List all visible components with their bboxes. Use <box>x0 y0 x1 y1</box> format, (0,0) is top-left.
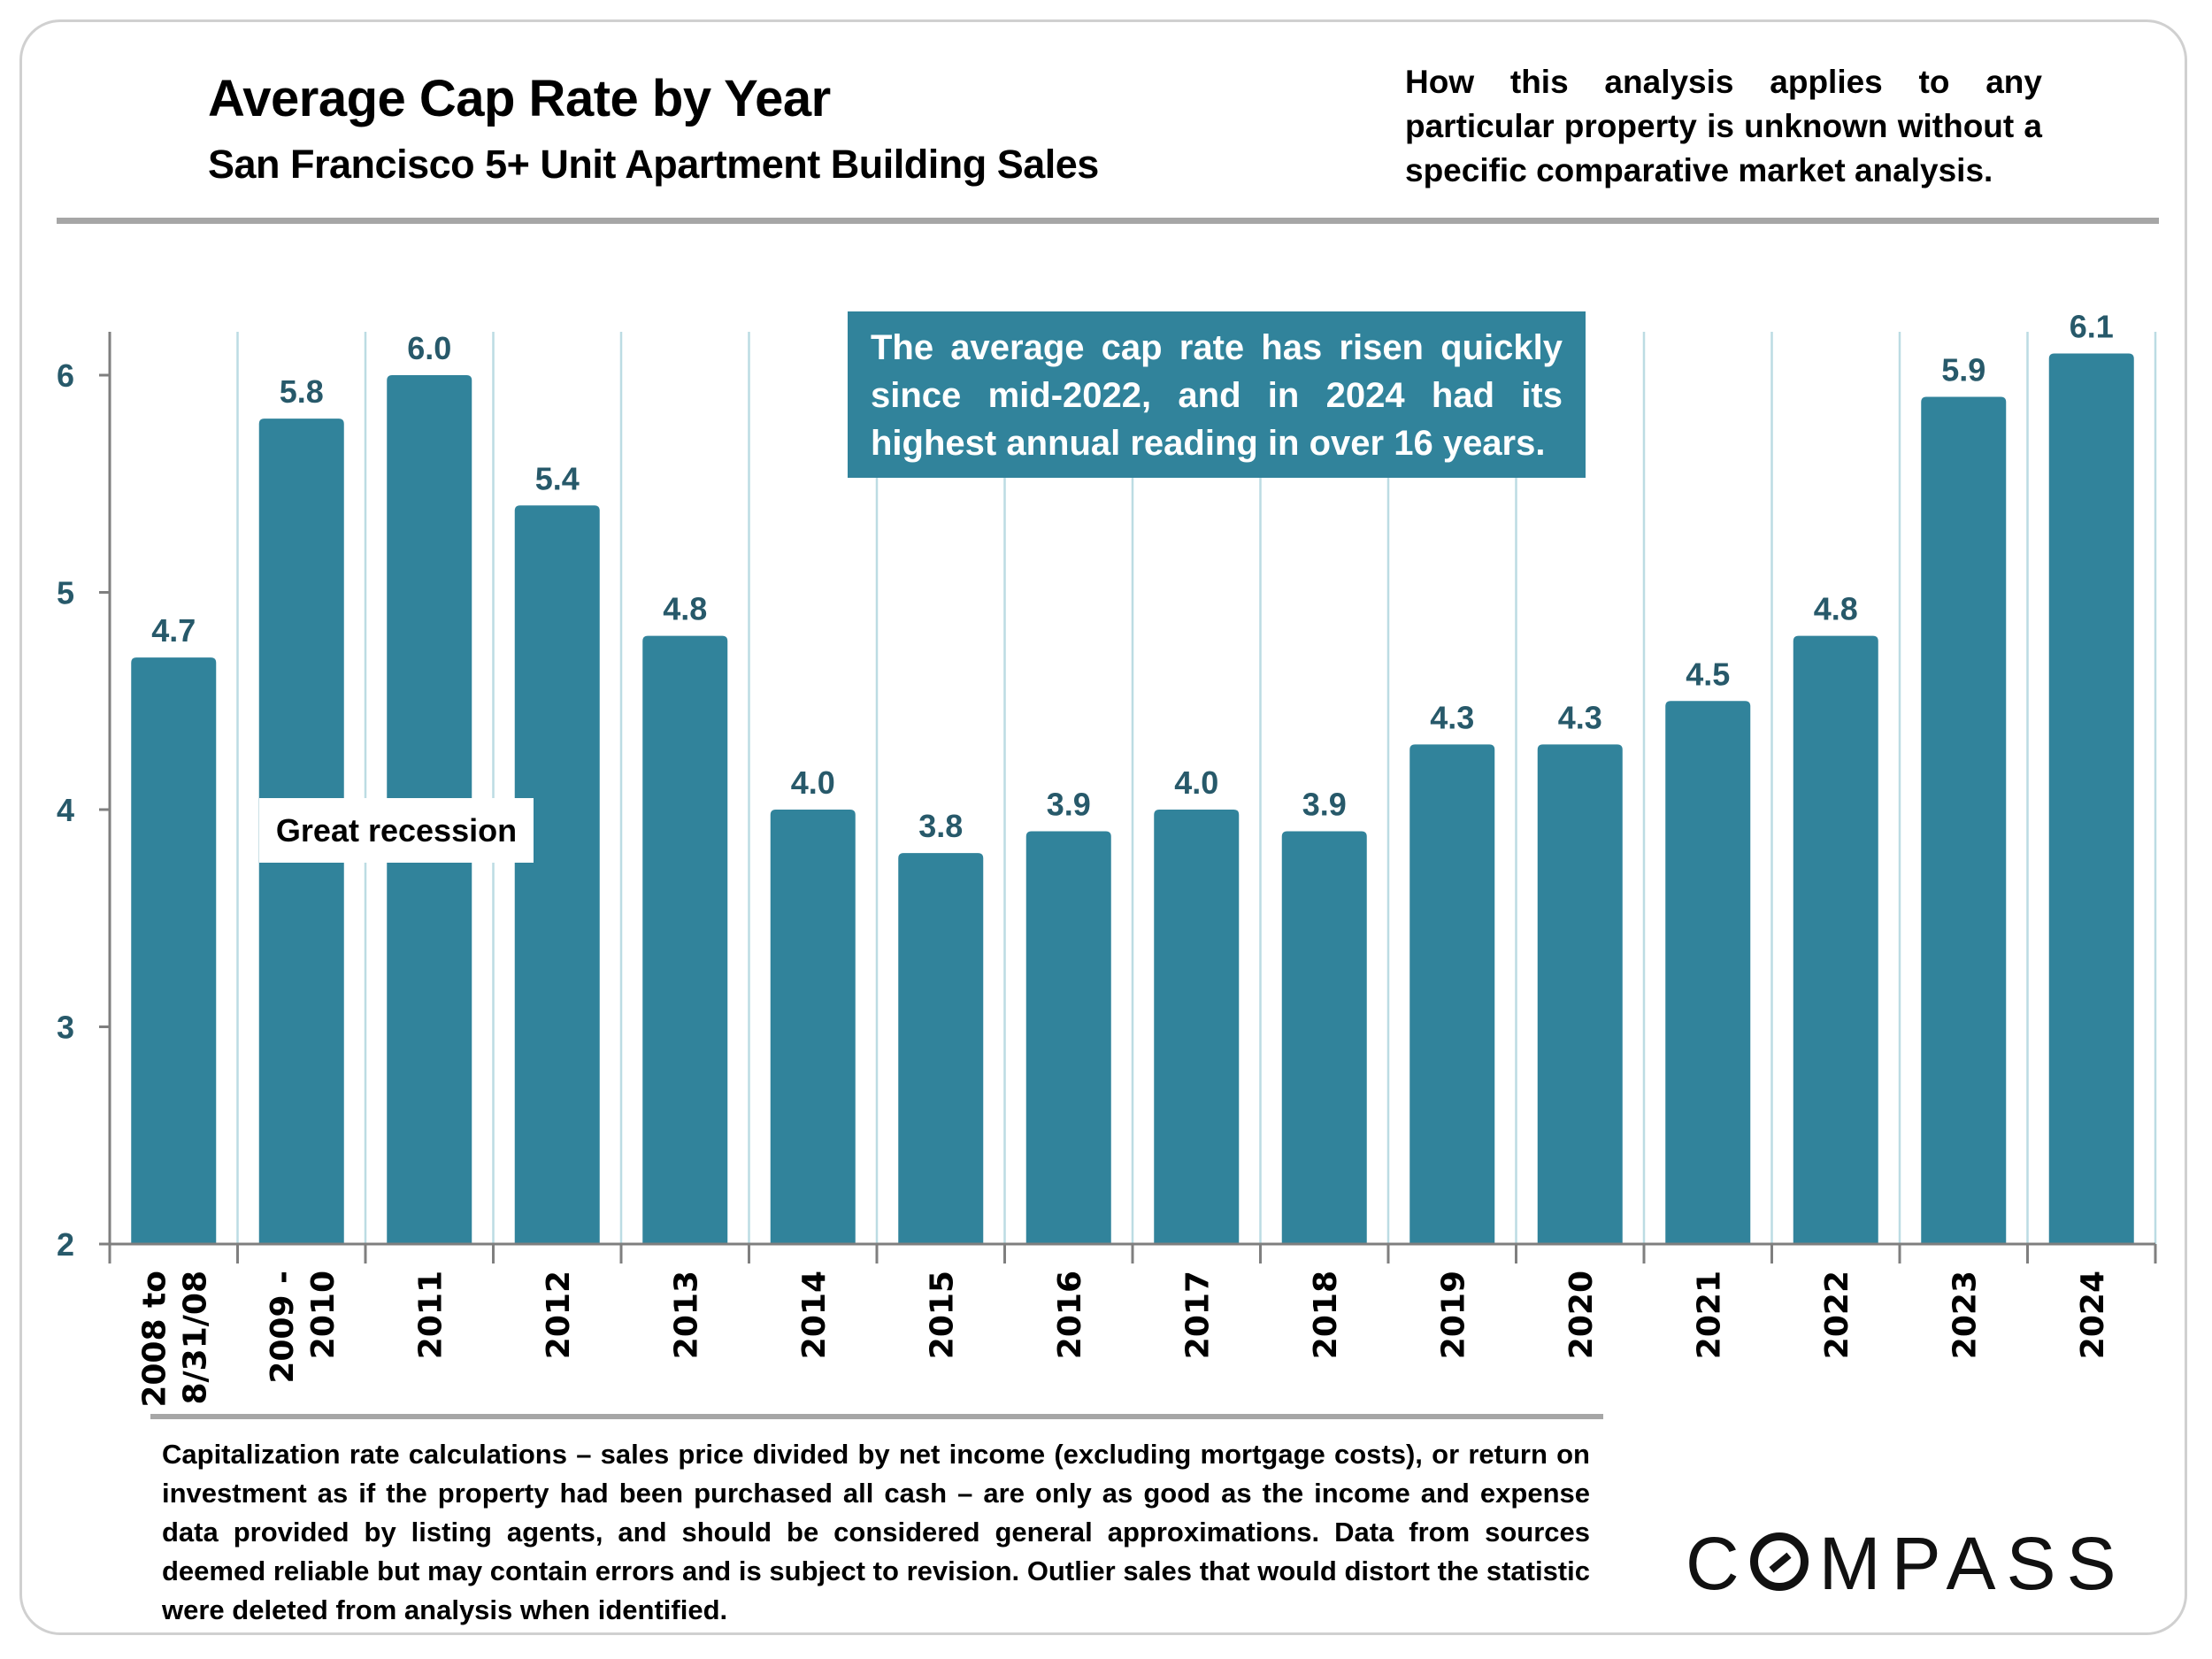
bar <box>770 810 856 1244</box>
bar <box>1025 831 1111 1244</box>
y-tick-label: 4 <box>57 792 74 828</box>
bar <box>1665 701 1751 1244</box>
footnote-divider <box>150 1414 1603 1419</box>
value-label: 5.4 <box>535 460 580 496</box>
callout-box: The average cap rate has risen quickly s… <box>848 311 1586 478</box>
x-tick-label: 2022 <box>1819 1271 1855 1359</box>
chart-title: Average Cap Rate by Year <box>208 70 831 127</box>
footnote-text: Capitalization rate calculations – sales… <box>162 1439 1590 1625</box>
bar <box>1154 810 1240 1244</box>
bar <box>131 657 217 1244</box>
x-tick-label: 2018 <box>1308 1271 1344 1359</box>
x-tick-label: 2014 <box>796 1271 833 1359</box>
value-label: 6.0 <box>407 330 451 366</box>
x-tick-label: 8/31/08 <box>177 1271 213 1405</box>
bars <box>131 353 2134 1245</box>
value-label: 6.1 <box>2070 308 2114 344</box>
compass-o-icon <box>1749 1532 1809 1591</box>
x-tick-label: 2010 <box>305 1271 342 1359</box>
bar <box>1921 396 2007 1244</box>
x-tick-label: 2024 <box>2075 1271 2111 1359</box>
x-tick-label: 2011 <box>412 1271 449 1359</box>
value-label: 3.9 <box>1047 787 1091 823</box>
logo-text-end: MPASS <box>1818 1522 2127 1605</box>
value-label: 4.8 <box>1814 591 1858 627</box>
y-tick-label: 2 <box>57 1226 74 1263</box>
bar <box>2048 353 2134 1244</box>
value-label: 3.8 <box>918 808 963 844</box>
x-tick-label: 2015 <box>924 1271 960 1359</box>
x-tick-label: 2023 <box>1947 1271 1983 1359</box>
bar <box>898 853 984 1244</box>
bar <box>642 635 728 1244</box>
y-tick-label: 3 <box>57 1010 74 1046</box>
x-tick-label: 2019 <box>1435 1271 1471 1359</box>
value-label: 4.0 <box>1174 764 1218 801</box>
bar <box>1409 744 1495 1244</box>
y-tick-label: 5 <box>57 575 74 611</box>
great-recession-label: Great recession <box>259 798 534 863</box>
x-tick-label: 2016 <box>1052 1271 1088 1359</box>
logo-text-start: C <box>1686 1522 1750 1605</box>
value-label: 4.7 <box>151 612 196 649</box>
x-tick-label: 2008 to <box>136 1271 173 1408</box>
disclaimer-note: How this analysis applies to any particu… <box>1405 64 2042 188</box>
compass-logo: C MPASS <box>1686 1524 2127 1603</box>
value-labels: 4.7 5.8 6.0 5.4 4.8 4.0 3.8 3.9 4.0 3.9 4.3 4.3 4.5 4… <box>151 308 2114 844</box>
bar <box>1281 831 1367 1244</box>
bar <box>1537 744 1623 1244</box>
value-label: 4.8 <box>663 591 707 627</box>
axes <box>99 332 2157 1263</box>
x-tick-label: 2012 <box>541 1271 577 1359</box>
header-divider <box>57 218 2159 224</box>
value-label: 5.8 <box>280 373 324 410</box>
x-tick-label: 2013 <box>668 1271 704 1359</box>
bar <box>514 505 600 1244</box>
x-tick-label: 2017 <box>1179 1271 1216 1359</box>
value-label: 3.9 <box>1302 787 1347 823</box>
x-tick-label: 2009 - <box>265 1271 301 1384</box>
y-tick-label: 6 <box>57 357 74 394</box>
value-label: 4.3 <box>1430 699 1474 735</box>
value-label: 4.5 <box>1686 656 1730 692</box>
tick-labels: 2 3 4 5 6 2008 to 8/31/08 2009 -2010 2011 2012 201… <box>57 357 2111 1408</box>
value-label: 4.0 <box>791 764 835 801</box>
chart-subtitle: San Francisco 5+ Unit Apartment Building… <box>208 142 1099 187</box>
x-tick-label: 2021 <box>1691 1271 1727 1359</box>
value-label: 4.3 <box>1558 699 1602 735</box>
x-tick-label: 2020 <box>1563 1271 1600 1359</box>
gridlines <box>236 332 2157 1244</box>
bar <box>1793 635 1878 1244</box>
value-label: 5.9 <box>1941 352 1985 388</box>
